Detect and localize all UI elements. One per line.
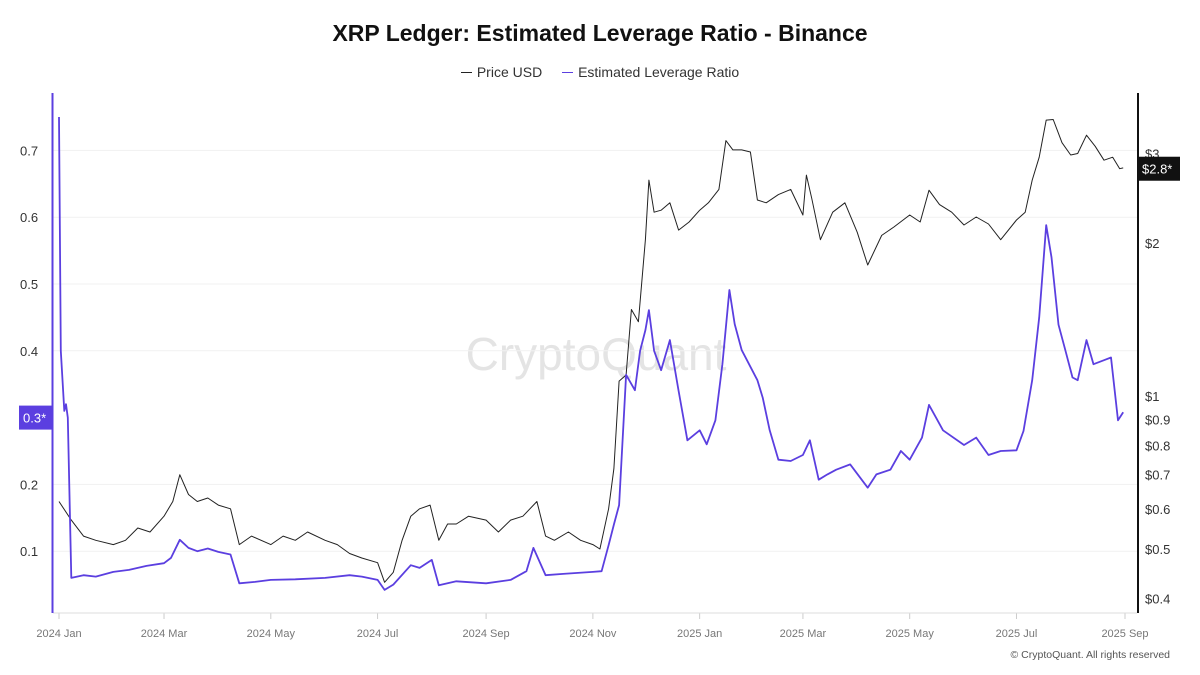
- y-right-tick-label: $0.9: [1145, 412, 1170, 427]
- y-right-tick-label: $2: [1145, 236, 1159, 251]
- legend-swatch-leverage: [562, 71, 574, 73]
- x-tick-label: 2025 Jul: [996, 628, 1038, 640]
- x-tick-label: 2025 May: [886, 628, 935, 640]
- x-tick-label: 2024 May: [247, 628, 296, 640]
- legend-swatch-price: [460, 71, 472, 73]
- x-tick-label: 2025 Mar: [780, 628, 827, 640]
- chart-title: XRP Ledger: Estimated Leverage Ratio - B…: [332, 20, 868, 46]
- current-price-label: $2.8*: [1142, 162, 1172, 177]
- y-right-tick-label: $0.6: [1145, 502, 1170, 517]
- y-right-tick-label: $1: [1145, 389, 1159, 404]
- y-left-tick-label: 0.4: [20, 344, 38, 359]
- current-leverage-badge: [19, 405, 52, 430]
- x-tick-label: 2025 Jan: [677, 628, 722, 640]
- x-tick-label: 2025 Sep: [1101, 628, 1148, 640]
- legend-label-price: Price USD: [476, 64, 543, 81]
- y-right-tick-label: $0.4: [1145, 591, 1170, 606]
- y-right-tick-label: $0.7: [1145, 468, 1170, 483]
- x-tick-label: 2024 Sep: [463, 628, 510, 640]
- x-tick-label: 2024 Jul: [357, 628, 399, 640]
- y-left-tick-label: 0.2: [20, 477, 38, 492]
- legend: Price USD Estimated Leverage Ratio: [0, 60, 1200, 80]
- y-right-tick-label: $0.5: [1145, 542, 1170, 557]
- x-tick-label: 2024 Mar: [141, 628, 188, 640]
- y-right-tick-label: $0.8: [1145, 438, 1170, 453]
- y-left-tick-label: 0.6: [20, 210, 38, 225]
- y-left-tick-label: 0.5: [20, 277, 38, 292]
- legend-item-price[interactable]: Price USD: [460, 64, 543, 81]
- y-left-tick-label: 0.7: [20, 143, 38, 158]
- y-left-tick-label: 0.1: [20, 544, 38, 559]
- current-leverage-label: 0.3*: [23, 411, 46, 426]
- copyright: © CryptoQuant. All rights reserved: [1010, 649, 1170, 661]
- legend-item-leverage[interactable]: Estimated Leverage Ratio: [562, 64, 739, 80]
- x-tick-label: 2024 Jan: [36, 628, 81, 640]
- current-price-badge: [1139, 156, 1180, 181]
- legend-label-leverage: Estimated Leverage Ratio: [578, 64, 740, 81]
- watermark: CryptoQuant: [466, 328, 727, 380]
- x-tick-label: 2024 Nov: [569, 628, 617, 640]
- leverage-ratio-line: [58, 116, 1124, 591]
- price-usd-line: [58, 119, 1124, 583]
